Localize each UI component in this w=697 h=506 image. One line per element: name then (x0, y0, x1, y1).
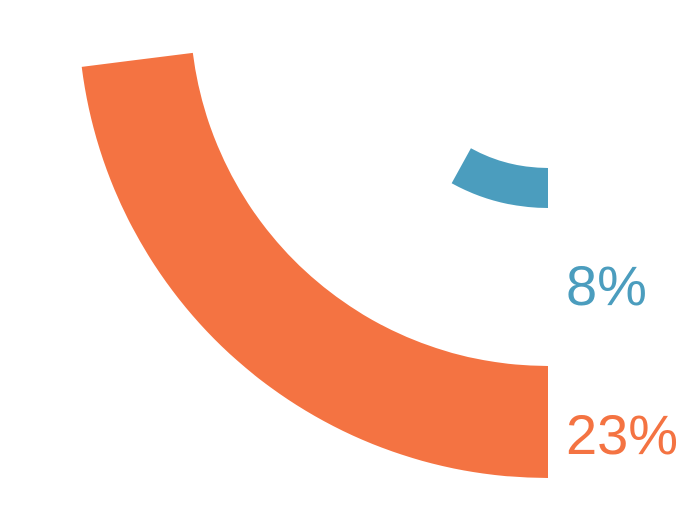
label-8-percent: 8% (566, 254, 647, 317)
label-23-percent: 23% (566, 403, 678, 466)
arc-layer (81, 52, 549, 479)
arc-segment-8-percent (451, 148, 548, 208)
arc-segment-23-percent (81, 52, 549, 479)
